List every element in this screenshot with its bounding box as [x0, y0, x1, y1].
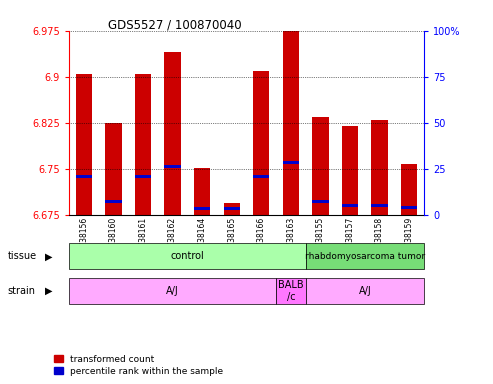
Bar — [342, 204, 358, 207]
Bar — [372, 120, 387, 215]
FancyBboxPatch shape — [276, 278, 306, 304]
Bar — [253, 175, 269, 178]
Text: ▶: ▶ — [45, 251, 53, 262]
Text: tissue: tissue — [7, 251, 36, 262]
Bar — [224, 203, 240, 215]
Bar — [106, 123, 122, 215]
Bar — [76, 175, 92, 178]
Bar — [313, 200, 329, 203]
Text: GDS5527 / 100870040: GDS5527 / 100870040 — [108, 18, 242, 31]
Text: A/J: A/J — [166, 286, 179, 296]
Text: BALB
/c: BALB /c — [278, 280, 304, 302]
Bar — [135, 175, 151, 178]
Bar — [401, 164, 417, 215]
Bar — [165, 52, 181, 215]
FancyBboxPatch shape — [306, 243, 424, 269]
FancyBboxPatch shape — [69, 243, 306, 269]
Bar — [106, 200, 122, 203]
Legend: transformed count, percentile rank within the sample: transformed count, percentile rank withi… — [54, 355, 223, 376]
Bar — [194, 207, 211, 210]
Bar — [135, 74, 151, 215]
Bar — [253, 71, 269, 215]
Text: A/J: A/J — [358, 286, 371, 296]
Bar — [342, 126, 358, 215]
Text: ▶: ▶ — [45, 286, 53, 296]
Text: rhabdomyosarcoma tumor: rhabdomyosarcoma tumor — [305, 252, 425, 261]
Bar — [283, 31, 299, 215]
Bar — [283, 161, 299, 164]
Text: strain: strain — [7, 286, 35, 296]
Bar — [401, 206, 417, 209]
Bar — [165, 165, 181, 168]
Bar — [194, 168, 211, 215]
Bar — [224, 207, 240, 210]
Bar — [313, 117, 329, 215]
FancyBboxPatch shape — [69, 278, 276, 304]
Bar — [76, 74, 92, 215]
Bar — [372, 204, 387, 207]
Text: control: control — [171, 251, 204, 262]
FancyBboxPatch shape — [306, 278, 424, 304]
